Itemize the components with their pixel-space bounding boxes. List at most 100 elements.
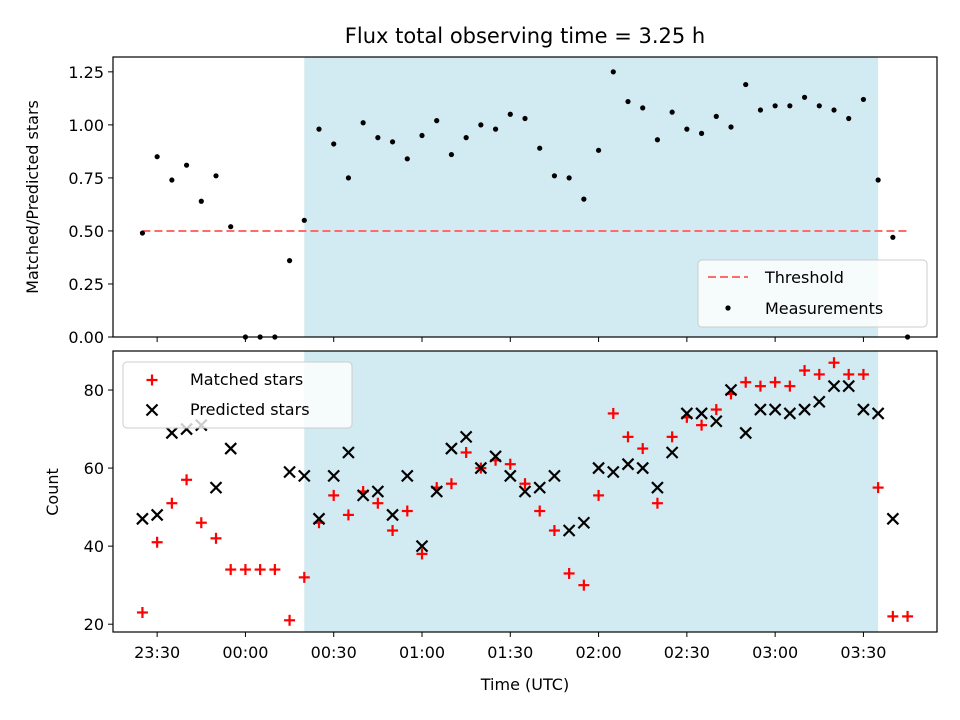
matched-star-point bbox=[387, 525, 399, 537]
measurement-point bbox=[345, 175, 352, 181]
measurement-point bbox=[566, 175, 572, 181]
bottom-x-ticks: 23:30 00:00 00:30 01:00 01:30 02:00 02:30 03:00… bbox=[134, 632, 886, 662]
measurement-point bbox=[360, 120, 366, 126]
x-tick-label: 00:00 bbox=[222, 643, 268, 662]
matched-star-point bbox=[548, 525, 560, 537]
predicted-star-point bbox=[298, 469, 311, 483]
matched-star-point bbox=[872, 482, 884, 494]
predicted-star-point bbox=[371, 485, 385, 498]
top-y-tick-label: 0.00 bbox=[68, 328, 104, 347]
predicted-star-point bbox=[857, 403, 870, 416]
x-tick-label: 23:30 bbox=[134, 643, 180, 662]
top-y-tick-label: 0.75 bbox=[68, 169, 104, 188]
measurement-point bbox=[434, 118, 440, 124]
predicted-legend-label: Predicted stars bbox=[190, 400, 310, 419]
predicted-star-point bbox=[150, 508, 164, 522]
matched-star-point bbox=[593, 489, 605, 501]
measurement-point bbox=[698, 130, 705, 136]
chart-title: Flux total observing time = 3.25 h bbox=[345, 24, 705, 48]
matched-star-point bbox=[136, 606, 148, 618]
measurement-point bbox=[183, 162, 190, 168]
matched-star-point bbox=[416, 548, 428, 560]
predicted-legend-marker bbox=[145, 403, 159, 417]
matched-star-point bbox=[799, 365, 811, 377]
measurement-point bbox=[213, 173, 219, 179]
predicted-legend-cross bbox=[145, 403, 159, 417]
measurements-legend-marker bbox=[725, 305, 731, 311]
x-tick-label: 03:00 bbox=[752, 643, 798, 662]
measurement-point bbox=[728, 124, 734, 130]
predicted-star-point bbox=[798, 403, 811, 416]
measurement-point bbox=[492, 126, 499, 132]
predicted-star-point bbox=[136, 512, 149, 526]
x-tick-label: 01:30 bbox=[487, 643, 533, 662]
matched-legend-plus bbox=[146, 374, 158, 386]
measurement-point bbox=[551, 173, 558, 179]
measurement-point bbox=[801, 94, 808, 100]
matched-star-point bbox=[181, 474, 193, 486]
predicted-star-point bbox=[665, 446, 679, 459]
matched-star-point bbox=[372, 497, 384, 509]
bottom-y-tick-label: 60 bbox=[84, 459, 104, 478]
measurement-point bbox=[831, 107, 837, 113]
measurement-point bbox=[228, 224, 234, 230]
matched-star-point bbox=[813, 368, 825, 380]
predicted-star-point bbox=[548, 469, 561, 483]
matched-star-point bbox=[519, 478, 531, 490]
predicted-star-point bbox=[562, 524, 576, 537]
predicted-star-point bbox=[886, 512, 900, 526]
predicted-star-point bbox=[827, 379, 841, 393]
measurement-point bbox=[581, 196, 587, 202]
matched-star-point bbox=[166, 497, 178, 509]
measurement-point bbox=[860, 96, 867, 103]
bottom-observing-span bbox=[304, 351, 879, 632]
matched-star-point bbox=[563, 567, 575, 579]
predicted-star-point bbox=[783, 407, 797, 420]
measurement-point bbox=[169, 177, 175, 183]
x-tick-label: 00:30 bbox=[311, 643, 357, 662]
matched-star-point bbox=[445, 478, 457, 490]
predicted-star-point bbox=[607, 465, 620, 479]
measurement-point bbox=[404, 156, 410, 162]
measurement-point bbox=[507, 111, 513, 117]
measurement-point bbox=[286, 258, 293, 264]
measurement-point bbox=[419, 132, 425, 139]
predicted-star-point bbox=[636, 461, 649, 475]
matched-star-point bbox=[769, 376, 781, 388]
x-tick-label: 01:00 bbox=[399, 643, 445, 662]
measurement-point bbox=[640, 105, 646, 111]
predicted-star-point bbox=[533, 481, 546, 494]
measurement-point bbox=[595, 147, 602, 153]
predicted-star-point bbox=[224, 442, 237, 455]
matched-star-point bbox=[401, 505, 413, 517]
matched-star-point bbox=[225, 564, 237, 576]
predicted-star-point bbox=[474, 461, 488, 475]
matched-star-point bbox=[534, 505, 546, 517]
top-legend: Threshold Measurements bbox=[697, 259, 928, 328]
bottom-legend: Matched stars Predicted stars bbox=[122, 361, 353, 429]
matched-star-point bbox=[578, 579, 590, 591]
measurement-point bbox=[463, 135, 469, 141]
measurement-point bbox=[139, 230, 146, 236]
bottom-legend-box bbox=[122, 361, 353, 429]
matched-star-point bbox=[328, 489, 340, 501]
matched-star-point bbox=[902, 610, 914, 622]
matched-star-point bbox=[239, 564, 251, 576]
predicted-star-point bbox=[842, 379, 855, 393]
top-plot-area bbox=[139, 69, 911, 340]
matched-star-point bbox=[740, 376, 752, 388]
top-y-tick-label: 1.00 bbox=[68, 116, 104, 135]
matched-legend-label: Matched stars bbox=[190, 370, 303, 389]
measurement-point bbox=[389, 139, 396, 145]
measurement-point bbox=[448, 151, 455, 158]
matched-star-point bbox=[666, 431, 678, 443]
x-tick-label: 02:30 bbox=[664, 643, 710, 662]
predicted-star-point bbox=[592, 461, 605, 475]
x-tick-label: 02:00 bbox=[576, 643, 622, 662]
matched-star-point bbox=[754, 380, 766, 392]
bottom-y-tick-label: 80 bbox=[84, 381, 104, 400]
measurement-point bbox=[757, 107, 764, 113]
matched-legend-marker bbox=[146, 374, 158, 386]
predicted-star-point bbox=[651, 481, 664, 494]
